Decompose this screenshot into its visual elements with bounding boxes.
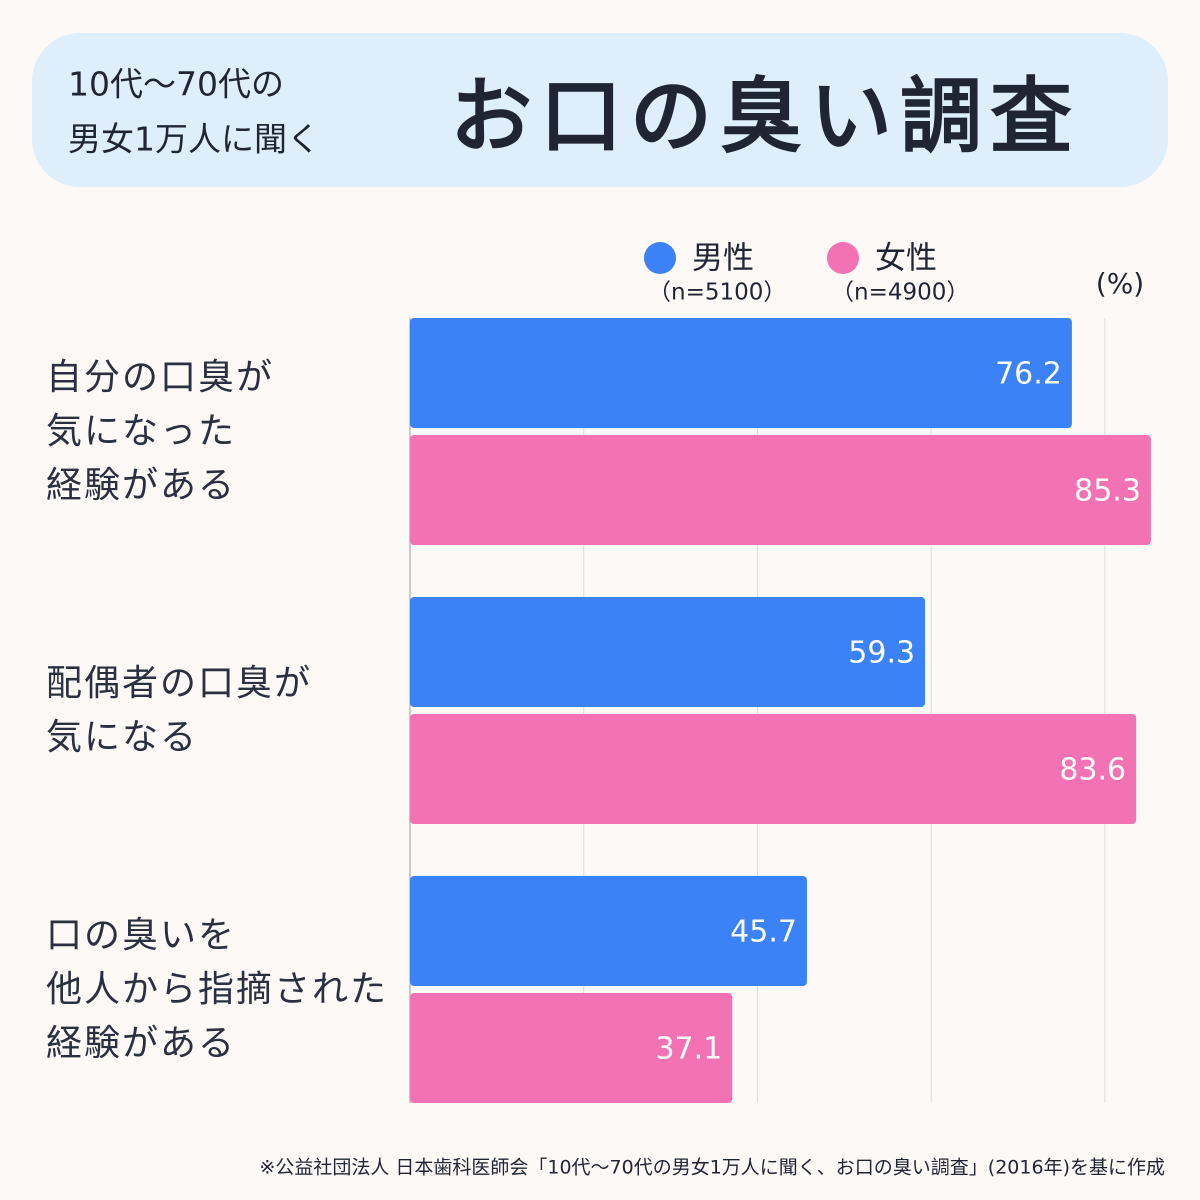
value-label: 37.1 [655, 1032, 722, 1067]
bar [410, 714, 1137, 824]
unit-label: (%) [1096, 267, 1144, 300]
legend-sample: （n=5100） [648, 280, 786, 306]
category-label: 口の臭いを 他人から指摘された 経験がある [46, 914, 389, 1064]
legend-sample: （n=4900） [831, 280, 969, 306]
bar [410, 318, 1072, 428]
value-label: 83.6 [1059, 753, 1126, 788]
bar [410, 876, 807, 986]
category-label: 自分の口臭が 気になった 経験がある [46, 356, 275, 506]
header-box [32, 33, 1168, 187]
legend-label: 女性 [875, 241, 937, 277]
bar [410, 597, 926, 707]
source-note: ※公益社団法人 日本歯科医師会「10代〜70代の男女1万人に聞く、お口の臭い調査… [259, 1157, 1165, 1179]
legend-swatch [827, 242, 859, 274]
subtitle-line: 男女1万人に聞く [68, 120, 320, 159]
legend-label: 男性 [692, 241, 754, 277]
category-label: 配偶者の口臭が 気になる [46, 662, 313, 758]
bar [410, 993, 733, 1103]
value-label: 45.7 [730, 915, 797, 950]
value-label: 85.3 [1074, 474, 1141, 509]
bar [410, 435, 1151, 545]
value-label: 59.3 [848, 636, 915, 671]
chart-title: お口の臭い調査 [450, 69, 1080, 164]
value-label: 76.2 [995, 357, 1062, 392]
legend-swatch [644, 242, 676, 274]
subtitle-line: 10代〜70代の [68, 65, 284, 104]
